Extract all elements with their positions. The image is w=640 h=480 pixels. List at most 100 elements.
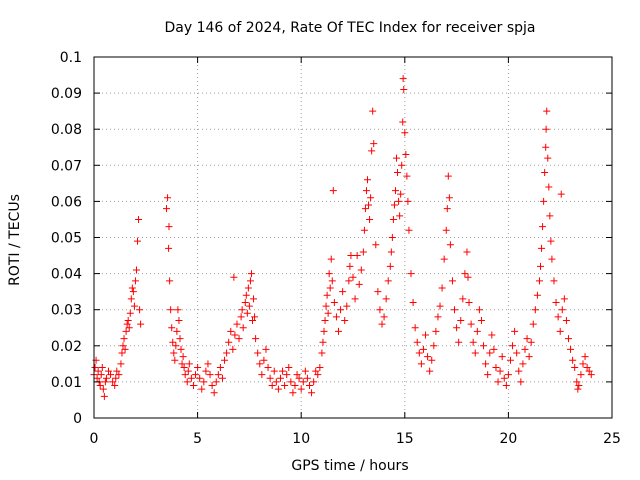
y-axis-label: ROTI / TECUs — [7, 194, 23, 286]
data-point — [401, 129, 409, 137]
data-point — [391, 187, 399, 195]
data-point — [341, 317, 349, 325]
data-point — [334, 327, 342, 335]
data-point — [196, 374, 204, 382]
data-point — [558, 306, 566, 314]
data-point — [409, 298, 417, 306]
x-tick-label: 5 — [193, 431, 202, 447]
data-point — [394, 169, 402, 177]
data-point — [172, 342, 180, 350]
data-point — [260, 356, 268, 364]
data-point — [347, 252, 355, 260]
data-point — [239, 324, 247, 332]
data-point — [557, 190, 565, 198]
data-point — [463, 248, 471, 256]
data-point — [126, 309, 134, 317]
data-point — [398, 161, 406, 169]
data-point — [233, 320, 241, 328]
y-tick-label: 0.05 — [51, 231, 82, 247]
data-point — [399, 75, 407, 83]
data-point — [125, 324, 133, 332]
data-point — [101, 378, 109, 386]
data-point — [380, 313, 388, 321]
data-point — [405, 226, 413, 234]
data-point — [550, 277, 558, 285]
data-point — [455, 338, 463, 346]
data-point — [413, 338, 421, 346]
data-point — [247, 270, 255, 278]
data-point — [443, 205, 451, 213]
data-point — [231, 331, 239, 339]
data-point — [118, 349, 126, 357]
x-tick-label: 20 — [499, 431, 517, 447]
data-point — [102, 374, 110, 382]
data-point — [165, 244, 173, 252]
data-point — [312, 367, 320, 375]
data-point — [519, 360, 527, 368]
y-tick-label: 0.06 — [51, 194, 82, 210]
y-axis-ticks: 0 0.01 0.02 0.03 0.04 0.05 0.06 0.07 0.08 0.09 0.1 — [51, 50, 612, 427]
data-point — [264, 363, 272, 371]
data-point — [308, 389, 316, 397]
data-point — [498, 353, 506, 361]
data-point — [542, 143, 550, 151]
data-point — [223, 349, 231, 357]
data-point — [554, 313, 562, 321]
data-point — [258, 371, 266, 379]
data-point — [174, 306, 182, 314]
data-point — [137, 320, 145, 328]
data-point — [171, 356, 179, 364]
data-point — [587, 371, 595, 379]
data-point — [517, 378, 525, 386]
data-point — [208, 382, 216, 390]
y-tick-label: 0.04 — [51, 267, 82, 283]
data-point — [218, 374, 226, 382]
data-point — [357, 266, 365, 274]
y-tick-label: 0 — [73, 411, 82, 427]
data-point — [509, 342, 517, 350]
data-point — [105, 367, 113, 375]
data-point — [511, 327, 519, 335]
data-point — [328, 277, 336, 285]
data-point — [200, 378, 208, 386]
data-point — [120, 335, 128, 343]
data-point — [235, 335, 243, 343]
data-point — [318, 349, 326, 357]
data-point — [251, 313, 259, 321]
data-point — [538, 244, 546, 252]
data-point — [279, 367, 287, 375]
data-point — [250, 295, 258, 303]
data-point — [527, 338, 535, 346]
data-point — [204, 360, 212, 368]
data-point — [115, 371, 123, 379]
data-point — [127, 295, 135, 303]
y-tick-label: 0.07 — [51, 158, 82, 174]
data-point — [539, 223, 547, 231]
data-point — [189, 382, 197, 390]
data-point — [390, 201, 398, 209]
data-point — [372, 241, 380, 249]
data-point — [490, 345, 498, 353]
data-point — [552, 298, 560, 306]
data-point — [178, 360, 186, 368]
data-point — [325, 270, 333, 278]
data-point — [214, 371, 222, 379]
data-point — [529, 320, 537, 328]
data-point — [386, 262, 394, 270]
data-point — [369, 107, 377, 115]
data-point — [451, 306, 459, 314]
data-point — [130, 302, 138, 310]
data-point — [244, 284, 252, 292]
data-point — [266, 374, 274, 382]
data-point — [305, 382, 313, 390]
data-point — [97, 371, 105, 379]
data-point — [230, 273, 238, 281]
data-point — [131, 277, 139, 285]
data-point — [346, 262, 354, 270]
data-point — [316, 363, 324, 371]
data-point — [285, 363, 293, 371]
data-point — [496, 367, 504, 375]
data-point — [574, 385, 582, 393]
data-point — [249, 317, 257, 325]
